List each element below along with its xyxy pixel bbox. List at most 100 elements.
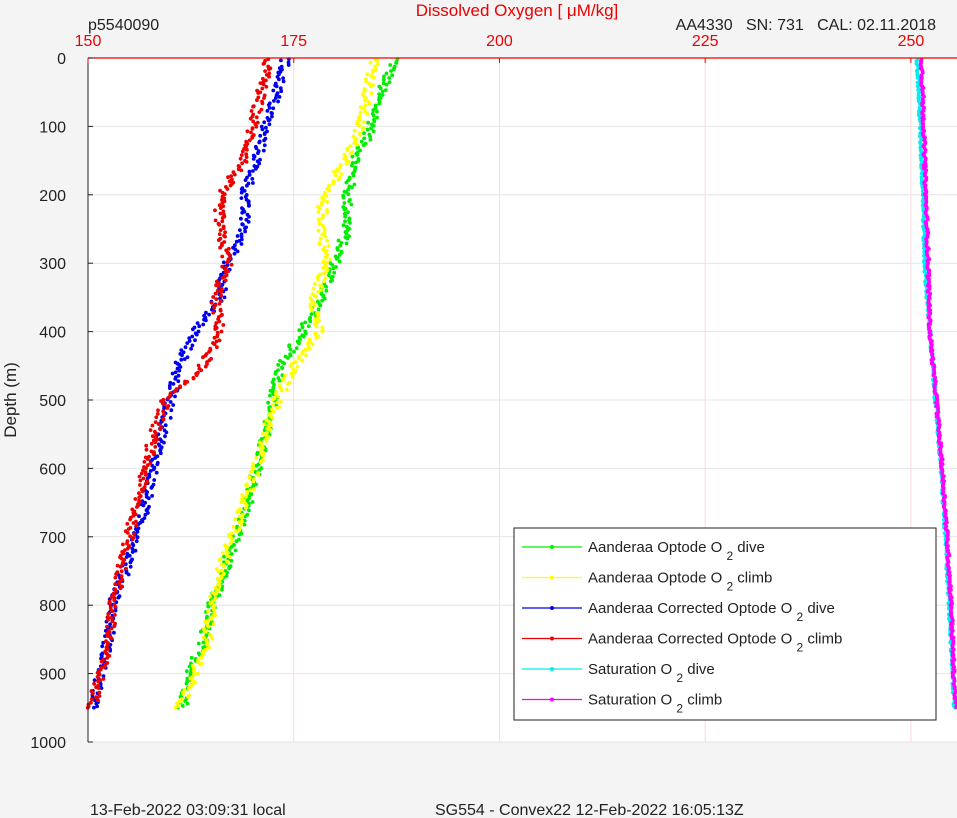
data-point — [198, 629, 203, 634]
data-point — [141, 503, 146, 508]
data-point — [233, 548, 238, 553]
data-point — [245, 491, 249, 496]
data-point — [342, 207, 347, 212]
data-point — [114, 589, 118, 593]
data-point — [113, 604, 118, 609]
data-point — [99, 659, 104, 664]
sensor-info: AA4330 SN: 731 CAL: 02.11.2018 — [676, 17, 936, 34]
data-point — [263, 69, 267, 73]
data-point — [254, 146, 259, 151]
data-point — [239, 187, 244, 192]
data-point — [211, 591, 216, 595]
data-point — [195, 321, 200, 325]
data-point — [219, 329, 224, 334]
data-point — [381, 81, 386, 86]
y-tick-label: 500 — [39, 393, 66, 410]
data-point — [221, 226, 226, 231]
data-point — [110, 619, 115, 624]
data-point — [318, 236, 323, 241]
data-point — [176, 379, 181, 384]
data-point — [324, 288, 329, 293]
data-point — [109, 626, 114, 631]
data-point — [388, 63, 393, 67]
data-point — [314, 294, 318, 299]
data-point — [173, 370, 178, 375]
data-point — [208, 622, 213, 626]
data-point — [239, 153, 244, 158]
data-point — [220, 264, 225, 269]
data-point — [288, 347, 293, 352]
data-point — [292, 370, 297, 375]
data-point — [351, 173, 356, 178]
x-tick-label: 150 — [75, 33, 102, 50]
data-point — [213, 291, 218, 296]
data-point — [272, 99, 276, 103]
data-point — [346, 187, 351, 192]
data-point — [313, 332, 318, 337]
data-point — [135, 535, 140, 540]
data-point — [216, 570, 221, 574]
data-point — [369, 84, 373, 89]
data-point — [125, 522, 130, 526]
data-point — [125, 541, 129, 546]
data-point — [258, 460, 263, 465]
data-point — [239, 522, 244, 527]
data-point — [274, 84, 279, 89]
data-point — [249, 469, 253, 474]
data-point — [145, 463, 150, 467]
data-point — [322, 271, 326, 276]
data-point — [321, 247, 326, 252]
y-tick-label: 200 — [39, 188, 66, 205]
data-point — [345, 148, 350, 153]
data-point — [149, 486, 154, 490]
data-point — [249, 109, 254, 113]
data-point — [243, 229, 248, 234]
data-point — [322, 296, 327, 301]
x-tick-labels: 150 175 200 225 250 — [75, 33, 924, 63]
data-point — [228, 541, 233, 546]
data-point — [217, 338, 222, 343]
legend-label: Aanderaa Optode O 2 dive — [588, 539, 765, 563]
data-point — [178, 365, 183, 369]
data-point — [222, 295, 227, 300]
data-point — [165, 406, 170, 410]
data-point — [170, 371, 175, 376]
data-point — [251, 181, 255, 185]
data-point — [384, 71, 389, 76]
data-point — [387, 80, 392, 84]
data-point — [239, 216, 243, 221]
data-point — [288, 364, 293, 368]
data-point — [218, 245, 223, 250]
data-point — [278, 86, 283, 91]
data-point — [235, 510, 240, 514]
data-point — [92, 698, 97, 703]
data-point — [112, 623, 117, 628]
data-point — [218, 211, 223, 216]
data-point — [271, 402, 275, 407]
legend-entry: Aanderaa Corrected Optode O 2 dive — [522, 600, 835, 624]
data-point — [180, 353, 184, 358]
data-point — [227, 566, 232, 571]
data-point — [212, 342, 217, 347]
data-point — [286, 356, 290, 360]
data-point — [194, 332, 199, 337]
data-point — [320, 284, 325, 289]
data-point — [218, 188, 223, 193]
data-point — [210, 636, 215, 641]
data-point — [185, 676, 190, 681]
data-point — [131, 543, 136, 548]
data-point — [299, 322, 304, 326]
data-point — [204, 630, 208, 634]
data-point — [324, 269, 329, 274]
data-point — [361, 106, 366, 111]
data-point — [323, 234, 328, 239]
x-axis-title: Dissolved Oxygen [ μM/kg] — [416, 1, 619, 20]
data-point — [96, 686, 101, 690]
data-point — [153, 431, 158, 436]
data-point — [169, 408, 174, 413]
data-point — [350, 185, 354, 190]
data-point — [179, 357, 184, 362]
data-point — [255, 452, 260, 457]
data-point — [209, 617, 214, 621]
data-point — [367, 101, 372, 106]
